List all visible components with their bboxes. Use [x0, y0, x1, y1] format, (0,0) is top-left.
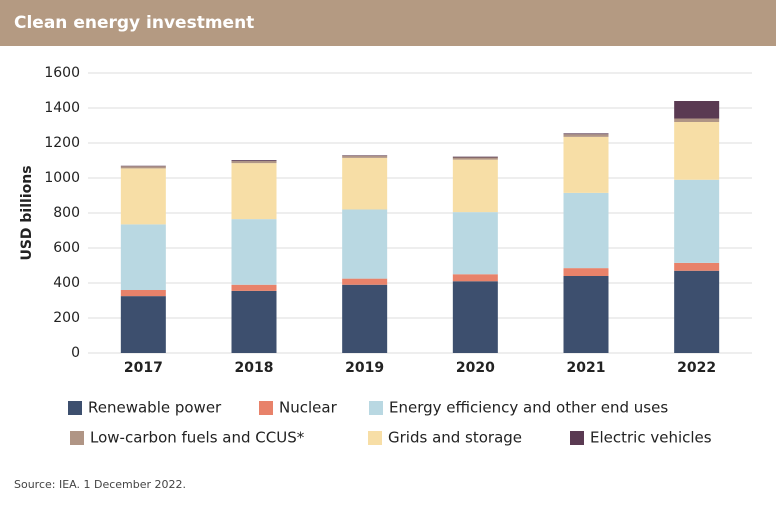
- legend-swatch: [70, 431, 84, 445]
- legend-label: Low-carbon fuels and CCUS*: [90, 429, 305, 447]
- chart-title: Clean energy investment: [14, 13, 254, 33]
- bar-segment: [674, 262, 720, 271]
- header-bar: [0, 0, 776, 46]
- bar-segment: [674, 122, 720, 180]
- bar-segment: [674, 179, 720, 263]
- x-tick-label: 2018: [235, 360, 274, 376]
- bar-segment: [563, 134, 609, 137]
- bar-segment: [674, 118, 720, 122]
- legend-swatch: [68, 401, 82, 415]
- bar-segment: [452, 159, 498, 213]
- bar-segment: [120, 296, 166, 353]
- bar-segment: [342, 278, 388, 285]
- legend-label: Renewable power: [88, 399, 222, 417]
- y-tick-label: 1000: [44, 170, 80, 186]
- bar-segment: [342, 155, 388, 158]
- bar-segment: [342, 209, 388, 279]
- y-tick-label: 800: [53, 205, 80, 221]
- bar-segment: [231, 160, 277, 162]
- bar-segment: [452, 274, 498, 282]
- legend-label: Nuclear: [279, 399, 338, 417]
- bar-segment: [231, 161, 277, 164]
- bar-segment: [674, 101, 720, 119]
- y-tick-label: 1400: [44, 100, 80, 116]
- x-tick-label: 2017: [124, 360, 163, 376]
- bar-segment: [120, 168, 166, 225]
- y-tick-label: 600: [53, 240, 80, 256]
- y-tick-label: 1600: [44, 65, 80, 81]
- x-tick-label: 2022: [677, 360, 716, 376]
- legend-label: Energy efficiency and other end uses: [389, 399, 668, 417]
- legend-swatch: [369, 401, 383, 415]
- legend-label: Electric vehicles: [590, 429, 712, 447]
- bar-segment: [120, 165, 166, 167]
- y-axis-label: USD billions: [19, 165, 35, 260]
- bar-segment: [120, 224, 166, 290]
- bar-segment: [231, 163, 277, 220]
- bar-segment: [342, 157, 388, 210]
- bar-segment: [563, 192, 609, 269]
- bar-segment: [452, 212, 498, 275]
- y-tick-label: 1200: [44, 135, 80, 151]
- bar-segment: [452, 156, 498, 158]
- legend-swatch: [570, 431, 584, 445]
- bar-segment: [342, 284, 388, 353]
- x-tick-label: 2019: [345, 360, 384, 376]
- x-tick-label: 2020: [456, 360, 495, 376]
- source: Source: IEA. 1 December 2022.: [14, 478, 186, 491]
- bar-segment: [452, 281, 498, 353]
- bar-segment: [342, 155, 388, 156]
- y-tick-label: 0: [71, 345, 80, 361]
- bar-segment: [452, 157, 498, 160]
- x-tick-label: 2021: [567, 360, 606, 376]
- bar-segment: [120, 290, 166, 297]
- legend-label: Grids and storage: [388, 429, 522, 447]
- legend-swatch: [368, 431, 382, 445]
- bar-segment: [563, 268, 609, 276]
- bar-segment: [563, 133, 609, 135]
- bar-segment: [231, 219, 277, 285]
- bar-segment: [120, 166, 166, 169]
- bar-segment: [563, 136, 609, 193]
- bar-segment: [231, 290, 277, 353]
- bar-segment: [563, 276, 609, 353]
- bar-segment: [674, 270, 720, 353]
- y-tick-label: 200: [53, 310, 80, 326]
- bar-segment: [231, 284, 277, 291]
- legend-swatch: [259, 401, 273, 415]
- y-tick-label: 400: [53, 275, 80, 291]
